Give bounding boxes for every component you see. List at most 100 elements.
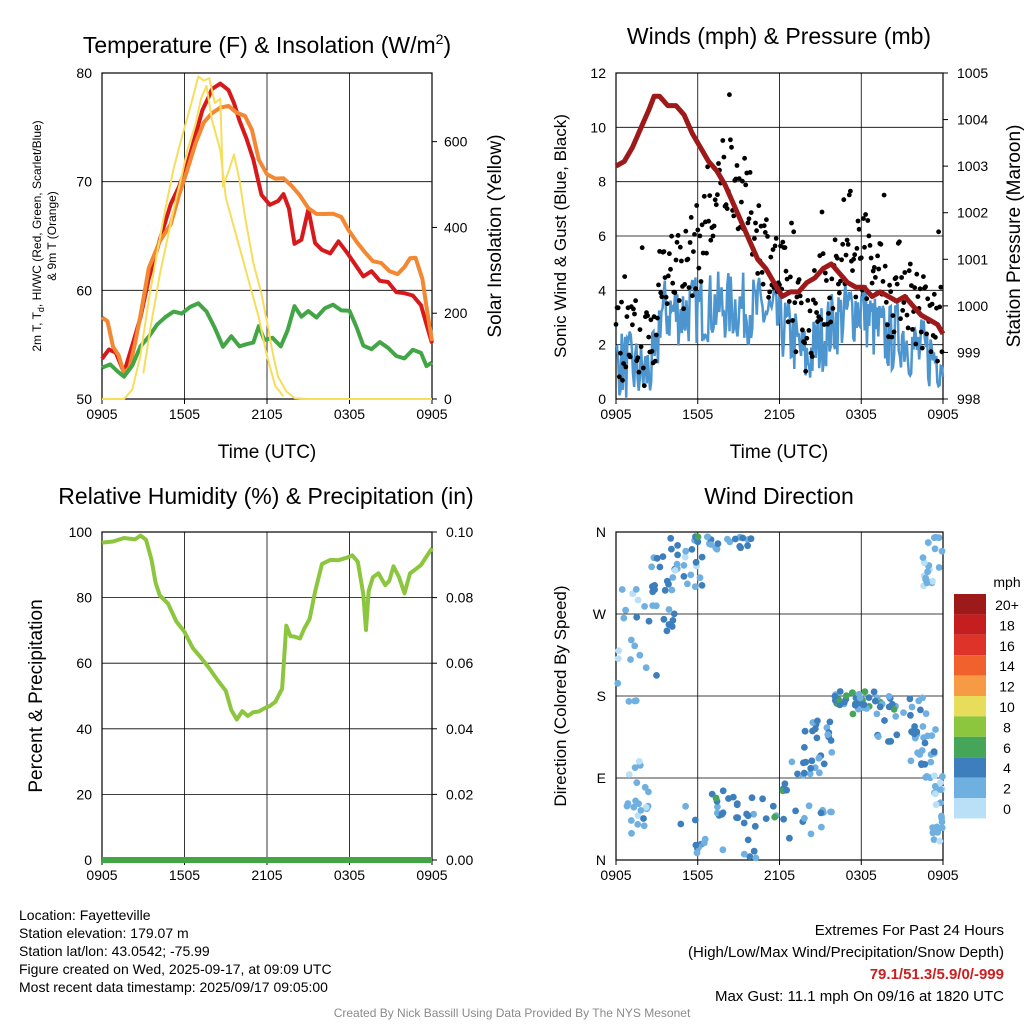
gust-point	[699, 222, 705, 228]
direction-point	[744, 542, 751, 550]
wind-x-tick-label: 2105	[764, 406, 795, 422]
wind-y-tick-label: 2	[598, 337, 606, 353]
direction-point	[665, 621, 673, 628]
direction-point	[669, 574, 677, 581]
colorbar-swatch	[954, 716, 986, 737]
direction-point	[682, 802, 689, 810]
direction-point	[660, 615, 668, 623]
gust-point	[937, 304, 943, 310]
direction-point	[907, 711, 914, 719]
temp-ylabel-line1: 2m T, Td, HI/WC (Red, Green, Scarlet/Blu…	[30, 120, 46, 351]
rh-right-tick-label: 0.04	[446, 721, 473, 737]
gust-point	[710, 233, 716, 239]
gust-point	[665, 273, 671, 279]
direction-point	[628, 829, 635, 837]
direction-point	[813, 734, 821, 742]
extremes-legend: (High/Low/Max Wind/Precipitation/Snow De…	[688, 944, 1004, 961]
direction-point	[635, 758, 643, 765]
gust-point	[845, 242, 851, 247]
direction-point	[740, 850, 748, 858]
direction-point	[645, 788, 652, 796]
direction-point	[681, 553, 689, 561]
temp-series-3	[102, 75, 432, 400]
gust-point	[674, 239, 680, 245]
rh-x-tick-label: 0305	[334, 867, 365, 883]
gust-point	[624, 314, 630, 319]
direction-point	[935, 534, 943, 542]
temp-right-tick-label: 200	[444, 305, 468, 321]
gust-point	[635, 355, 641, 361]
colorbar-label: 2	[1003, 781, 1011, 797]
direction-point	[828, 808, 835, 816]
gust-point	[685, 256, 691, 262]
gust-point	[754, 228, 759, 234]
gust-point	[698, 279, 704, 284]
gust-point	[686, 285, 692, 290]
gust-point	[619, 299, 624, 305]
gust-point	[653, 332, 659, 338]
direction-point	[885, 738, 892, 745]
direction-point	[917, 706, 924, 714]
gust-point	[748, 210, 754, 216]
direction-point	[907, 757, 915, 765]
direction-point	[648, 563, 655, 571]
gust-point	[864, 296, 870, 302]
direction-point	[701, 835, 709, 843]
rh-y-tick-label: 40	[76, 721, 92, 737]
gust-point	[675, 233, 681, 238]
direction-point	[714, 803, 721, 811]
direction-point	[748, 794, 756, 802]
gust-point	[858, 255, 864, 261]
gust-point	[630, 322, 635, 328]
temp-y-tick-label: 60	[76, 282, 92, 298]
direction-point	[930, 836, 938, 843]
gust-point	[658, 290, 664, 296]
wind-y-tick-label: 12	[590, 65, 606, 81]
direction-point	[733, 800, 741, 807]
direction-point	[929, 577, 936, 585]
gust-point	[832, 237, 838, 243]
gust-point	[796, 277, 802, 282]
temp-x-tick-label: 0305	[334, 406, 365, 422]
gust-point	[761, 223, 767, 229]
direction-point	[908, 703, 916, 711]
direction-point	[712, 794, 720, 802]
gust-point	[837, 290, 842, 296]
direction-point	[719, 846, 727, 854]
wind-xlabel: Time (UTC)	[730, 442, 829, 463]
gust-point	[782, 245, 788, 251]
direction-point	[922, 710, 930, 718]
direction-point	[927, 758, 935, 766]
gust-point	[669, 233, 674, 239]
wind-y-tick-label: 6	[598, 228, 606, 244]
direction-point	[801, 814, 808, 822]
direction-point	[935, 564, 943, 571]
recent-data-text: Most recent data timestamp: 2025/09/17 0…	[19, 979, 328, 995]
direction-point	[614, 655, 622, 662]
direction-point	[932, 801, 940, 809]
gust-point	[907, 261, 913, 267]
direction-point	[849, 689, 856, 697]
direction-point	[938, 812, 945, 820]
gust-point	[822, 270, 828, 276]
station-info: Location: Fayetteville Station elevation…	[19, 906, 332, 996]
gust-point	[793, 349, 799, 355]
direction-point	[871, 697, 879, 705]
direction-point	[642, 664, 650, 672]
gust-point	[765, 234, 770, 239]
rh-x-tick-label: 2105	[251, 867, 282, 883]
rh-x-tick-label: 0905	[416, 867, 447, 883]
gust-point	[850, 268, 855, 273]
direction-point	[931, 782, 939, 790]
direction-point	[937, 786, 944, 793]
direction-point	[631, 764, 639, 771]
gust-point	[844, 237, 850, 243]
direction-point	[919, 723, 927, 730]
gust-point	[704, 250, 709, 256]
gust-point	[800, 327, 805, 333]
direction-point	[794, 770, 801, 778]
gust-point	[848, 188, 853, 194]
gust-point	[663, 294, 669, 300]
gust-point	[711, 223, 717, 229]
